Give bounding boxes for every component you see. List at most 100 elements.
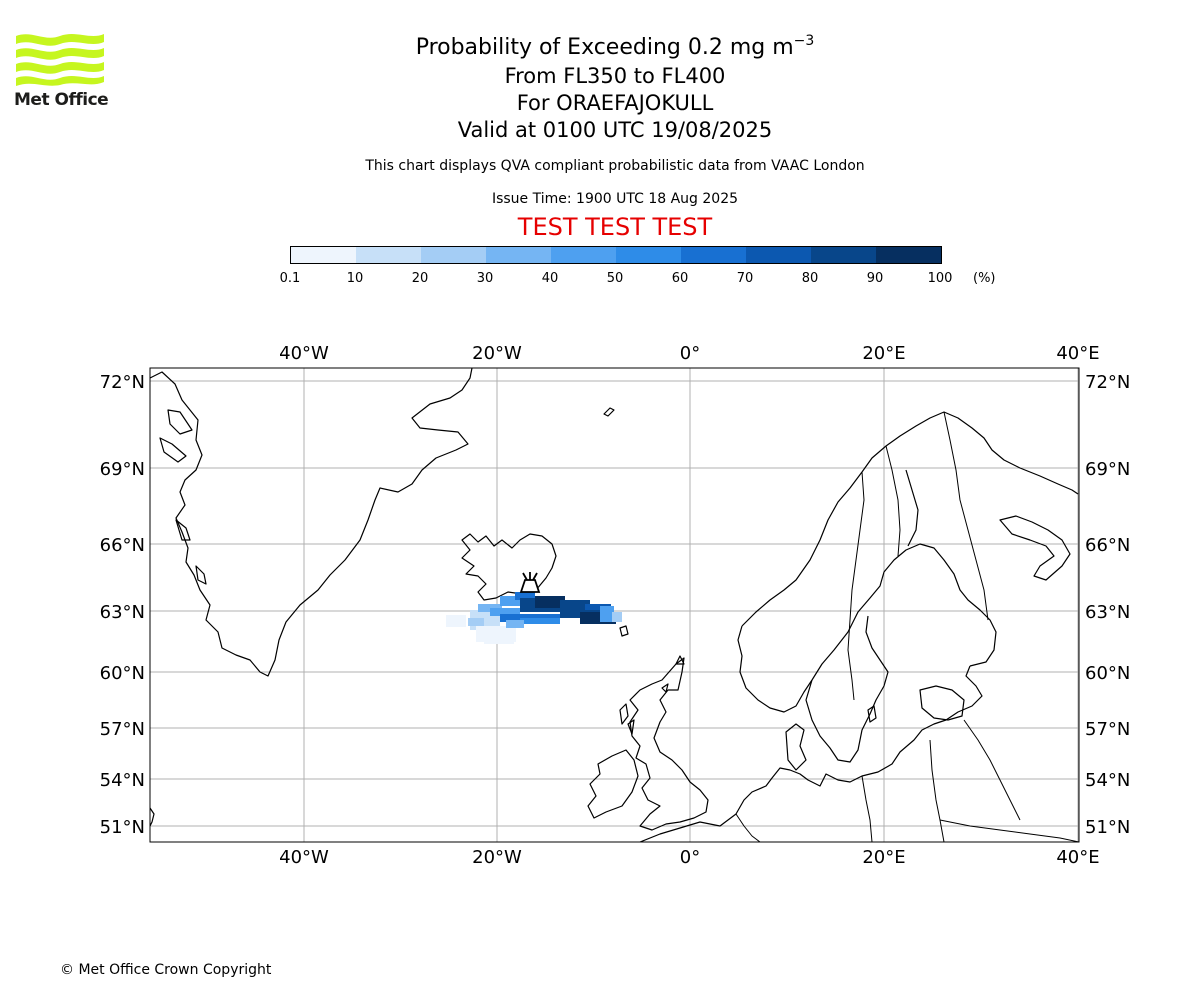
baltic-sweden-coast — [805, 615, 889, 763]
title-superscript: −3 — [793, 33, 815, 49]
longitude-label-bottom: 40°W — [279, 847, 329, 868]
belarus-russia-border — [963, 719, 1021, 821]
met-office-waves-icon — [16, 34, 104, 86]
latitude-label-left: 51°N — [100, 817, 145, 838]
latitude-label-left: 57°N — [100, 719, 145, 740]
latitude-label-right: 60°N — [1085, 663, 1130, 684]
title-text: Probability of Exceeding 0.2 mg m — [415, 35, 794, 60]
gotland — [867, 705, 877, 723]
subtitle: This chart displays QVA compliant probab… — [365, 158, 865, 174]
latitude-label-right: 57°N — [1085, 719, 1130, 740]
colorbar-tick-label: 30 — [476, 271, 494, 286]
sweden-norway-border — [847, 471, 865, 701]
colorbar-segment — [421, 247, 486, 263]
longitude-label-top: 40°E — [1056, 343, 1099, 364]
germany-poland-border — [861, 775, 873, 842]
greenland-fjord-1 — [159, 437, 187, 463]
ash-probability-cell — [506, 620, 524, 628]
volcano-name: For ORAEFAJOKULL — [516, 91, 714, 115]
flight-level-range: From FL350 to FL400 — [504, 64, 726, 88]
ash-probability-cell — [585, 604, 611, 612]
ash-probability-field — [446, 592, 622, 644]
sweden-coast — [811, 543, 997, 681]
poland-belarus-border — [929, 739, 945, 842]
colorbar-segment — [681, 247, 746, 263]
longitude-label-bottom: 20°W — [472, 847, 522, 868]
colorbar-segment — [811, 247, 876, 263]
volcano-icon — [519, 572, 541, 593]
map-frame — [149, 367, 1080, 843]
colorbar-segment — [291, 247, 356, 263]
orkney-shetland — [661, 655, 685, 693]
colorbar-tick-label: 10 — [346, 271, 364, 286]
axis-labels: 40°W 40°W 20°W 20°W 0° 0° 20°E 20°E 40°E 40°E 72°N… — [100, 343, 1131, 868]
colorbar-segment — [486, 247, 551, 263]
latitude-label-left: 69°N — [100, 459, 145, 480]
kola-white-sea — [999, 515, 1071, 581]
colorbar-segment — [746, 247, 811, 263]
logo-text: Met Office — [14, 90, 109, 110]
ash-probability-cell — [612, 612, 622, 622]
colorbar-tick-label: 60 — [671, 271, 689, 286]
graticule — [150, 368, 1079, 842]
issue-time: Issue Time: 1900 UTC 18 Aug 2025 — [491, 191, 739, 207]
test-banner: TEST TEST TEST — [517, 213, 713, 241]
latitude-label-left: 63°N — [100, 602, 145, 623]
west-edge-coast — [150, 807, 155, 827]
longitude-label-top: 20°W — [472, 343, 522, 364]
ireland-coast — [587, 749, 639, 819]
latitude-label-right: 54°N — [1085, 770, 1130, 791]
chart-title: Probability of Exceeding 0.2 mg m−3 — [0, 28, 1200, 61]
latitude-label-left: 72°N — [100, 372, 145, 393]
hebrides — [619, 703, 635, 735]
colorbar-unit: (%) — [973, 271, 996, 286]
great-britain-coast — [629, 657, 709, 831]
met-office-logo: Met Office — [14, 30, 109, 112]
colorbar-tick-label: 0.1 — [279, 271, 301, 286]
greenland-fjord-3 — [175, 519, 191, 541]
greenland-fjord-4 — [195, 565, 207, 585]
probability-colorbar — [290, 246, 942, 264]
latitude-label-right: 63°N — [1085, 602, 1130, 623]
ash-probability-cell — [500, 596, 524, 606]
benelux-border — [735, 813, 761, 842]
longitude-label-bottom: 20°E — [862, 847, 905, 868]
norway-west-coast — [737, 625, 813, 713]
finland-russia-border — [943, 411, 989, 621]
ash-probability-cell — [515, 592, 535, 600]
greenland-fjord-2 — [167, 409, 193, 435]
colorbar-segment — [356, 247, 421, 263]
greenland-coast — [150, 368, 473, 677]
colorbar-segment — [551, 247, 616, 263]
faroe-islands — [619, 625, 629, 637]
ash-probability-cell — [446, 615, 466, 627]
colorbar-tick-label: 40 — [541, 271, 559, 286]
jan-mayen — [603, 407, 615, 417]
finland-border — [905, 469, 919, 547]
ash-probability-cell — [560, 600, 590, 610]
latitude-label-left: 60°N — [100, 663, 145, 684]
colorbar-tick-label: 20 — [411, 271, 429, 286]
longitude-label-bottom: 0° — [680, 847, 700, 868]
latitude-label-right: 69°N — [1085, 459, 1130, 480]
colorbar-tick-label: 90 — [866, 271, 884, 286]
longitude-label-top: 40°W — [279, 343, 329, 364]
denmark — [785, 723, 807, 771]
ash-probability-cell — [535, 596, 565, 608]
ash-probability-cell — [520, 618, 560, 624]
longitude-label-top: 0° — [680, 343, 700, 364]
ash-probability-cell — [600, 606, 614, 622]
latitude-label-left: 54°N — [100, 770, 145, 791]
estonia-latvia — [919, 685, 965, 721]
colorbar-tick-label: 100 — [927, 271, 953, 286]
colorbar-tick-label: 80 — [801, 271, 819, 286]
copyright-text: © Met Office Crown Copyright — [60, 962, 272, 978]
coastlines — [150, 368, 1079, 842]
ash-probability-cell — [468, 618, 484, 626]
colorbar-tick-label: 70 — [736, 271, 754, 286]
latitude-label-right: 51°N — [1085, 817, 1130, 838]
ash-probability-cell — [490, 608, 520, 616]
latitude-label-right: 66°N — [1085, 535, 1130, 556]
europe-coast — [639, 665, 983, 842]
